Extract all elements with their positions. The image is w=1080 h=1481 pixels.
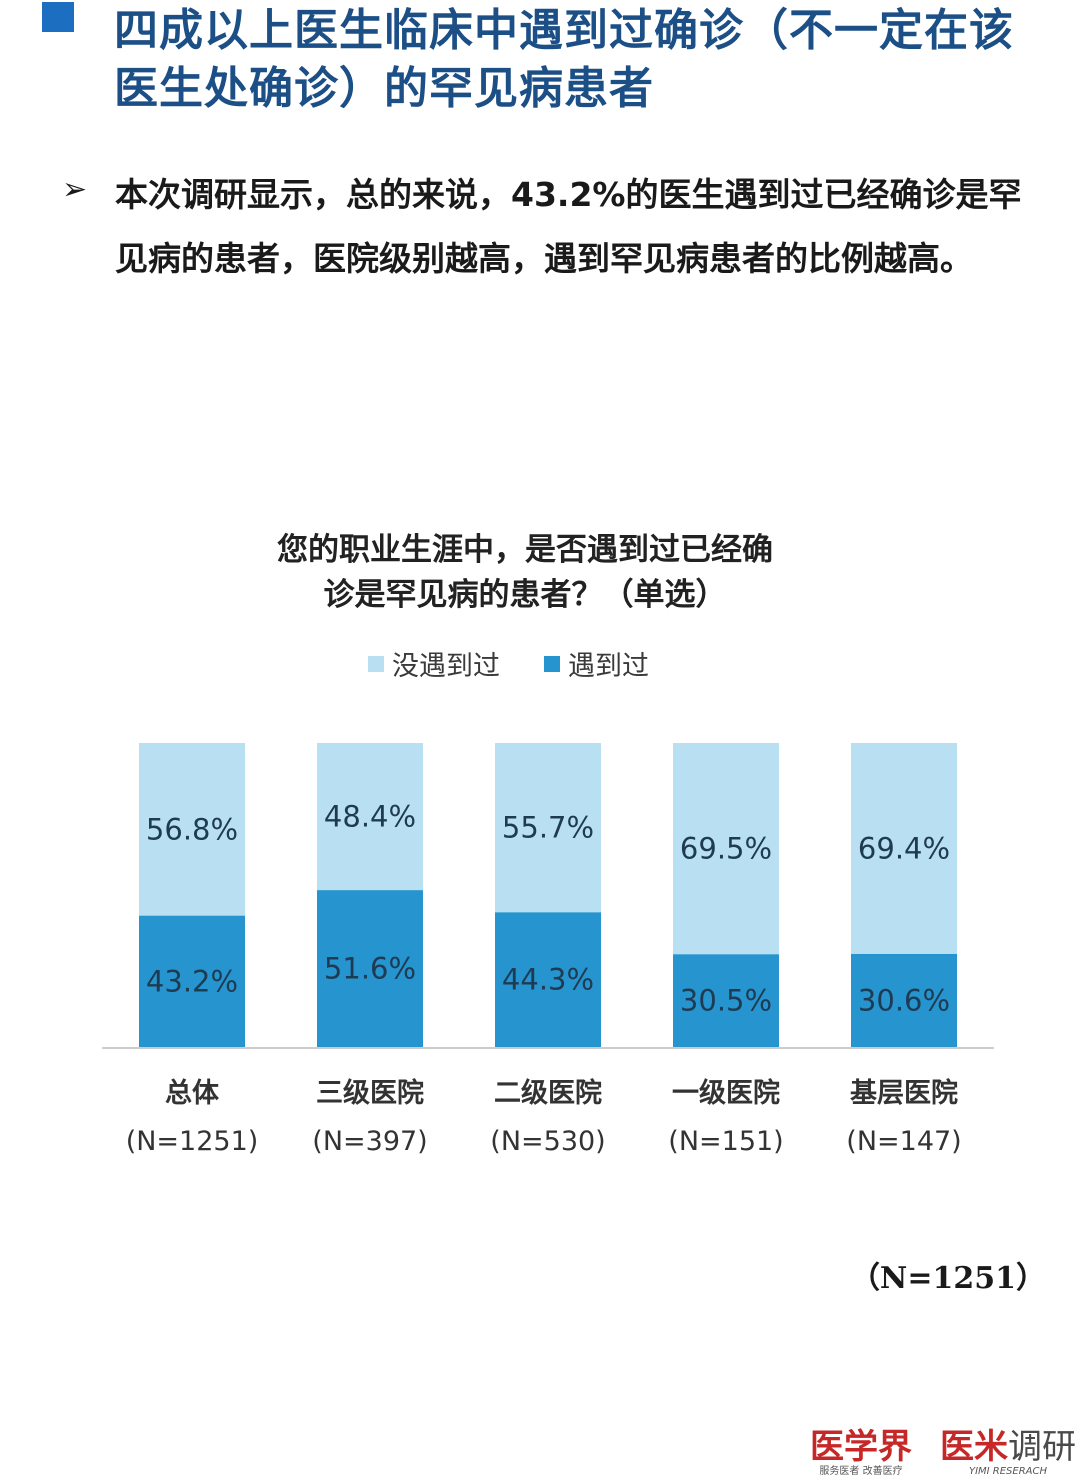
bar-encountered	[673, 954, 779, 1047]
sample-size-note: （N=1251）	[849, 1261, 1046, 1296]
bar-encountered	[317, 890, 423, 1047]
yimi-logo-text-gray: 调研	[1008, 1427, 1076, 1467]
bar-not-encountered	[139, 743, 245, 916]
yixuejie-logo-slogan: 服务医者 改善医疗	[819, 1466, 903, 1477]
bar-encountered	[495, 912, 601, 1047]
category-sample-size: (N=530)	[490, 1126, 605, 1157]
data-label-encountered: 30.6%	[858, 983, 950, 1017]
data-label-encountered: 43.2%	[146, 964, 238, 998]
title-square-icon	[42, 2, 74, 32]
category-label: 二级医院	[494, 1077, 602, 1109]
bar-not-encountered	[851, 743, 957, 954]
yimi-logo-subtitle: YIMI RESERACH	[968, 1466, 1048, 1477]
category-label: 一级医院	[672, 1077, 780, 1109]
chart-title: 您的职业生涯中，是否遇到过已经确 诊是罕见病的患者？（单选）	[180, 528, 870, 618]
bar-encountered	[851, 953, 957, 1047]
chart-title-line-1: 您的职业生涯中，是否遇到过已经确	[277, 532, 773, 568]
category-label: 三级医院	[316, 1077, 424, 1109]
yixuejie-logo-text: 医学界	[810, 1427, 912, 1467]
legend-label-encountered: 遇到过	[568, 651, 649, 682]
data-label-encountered: 51.6%	[324, 952, 416, 986]
bar-encountered	[139, 915, 245, 1047]
legend-swatch-not-encountered	[368, 655, 384, 672]
category-sample-size: (N=1251)	[126, 1126, 259, 1157]
page-title: 四成以上医生临床中遇到过确诊（不一定在该医生处确诊）的罕见病患者	[114, 5, 1014, 114]
yimi-logo-text-red: 医米	[940, 1427, 1008, 1467]
chart-legend: 没遇到过 遇到过	[368, 644, 693, 683]
bar-not-encountered	[673, 743, 779, 955]
category-label: 总体	[165, 1078, 220, 1109]
category-sample-size: (N=397)	[312, 1126, 427, 1157]
yixuejie-logo: 医学界 服务医者 改善医疗	[810, 1428, 912, 1478]
legend-item-not-encountered: 没遇到过	[368, 644, 500, 683]
data-label-encountered: 30.5%	[680, 984, 772, 1018]
data-label-not-encountered: 48.4%	[324, 800, 416, 834]
data-label-not-encountered: 55.7%	[502, 811, 594, 845]
legend-label-not-encountered: 没遇到过	[392, 651, 500, 682]
category-label: 基层医院	[850, 1077, 958, 1109]
legend-item-encountered: 遇到过	[544, 644, 649, 683]
data-label-not-encountered: 56.8%	[146, 812, 238, 846]
bullet-arrow-icon: ➢	[62, 172, 88, 207]
data-label-encountered: 44.3%	[502, 963, 594, 997]
category-sample-size: (N=147)	[846, 1126, 961, 1157]
yimi-research-logo: 医米调研 YIMI RESERACH	[940, 1428, 1076, 1478]
bar-not-encountered	[317, 743, 423, 891]
summary-text: 本次调研显示，总的来说，43.2%的医生遇到过已经确诊是罕见病的患者，医院级别越…	[115, 175, 1022, 278]
stacked-bar-chart: 56.8% 43.2% 总体 (N=1251) 48.4% 51.6% 三级医院 (N=397…	[102, 743, 994, 1157]
bar-not-encountered	[495, 743, 601, 913]
category-sample-size: (N=151)	[668, 1126, 783, 1157]
data-label-not-encountered: 69.5%	[680, 832, 772, 866]
data-label-not-encountered: 69.4%	[858, 831, 950, 865]
chart-title-line-2: 诊是罕见病的患者？（单选）	[323, 577, 727, 613]
yimi-logo-text: 医米调研	[940, 1428, 1076, 1466]
legend-swatch-encountered	[544, 655, 560, 672]
